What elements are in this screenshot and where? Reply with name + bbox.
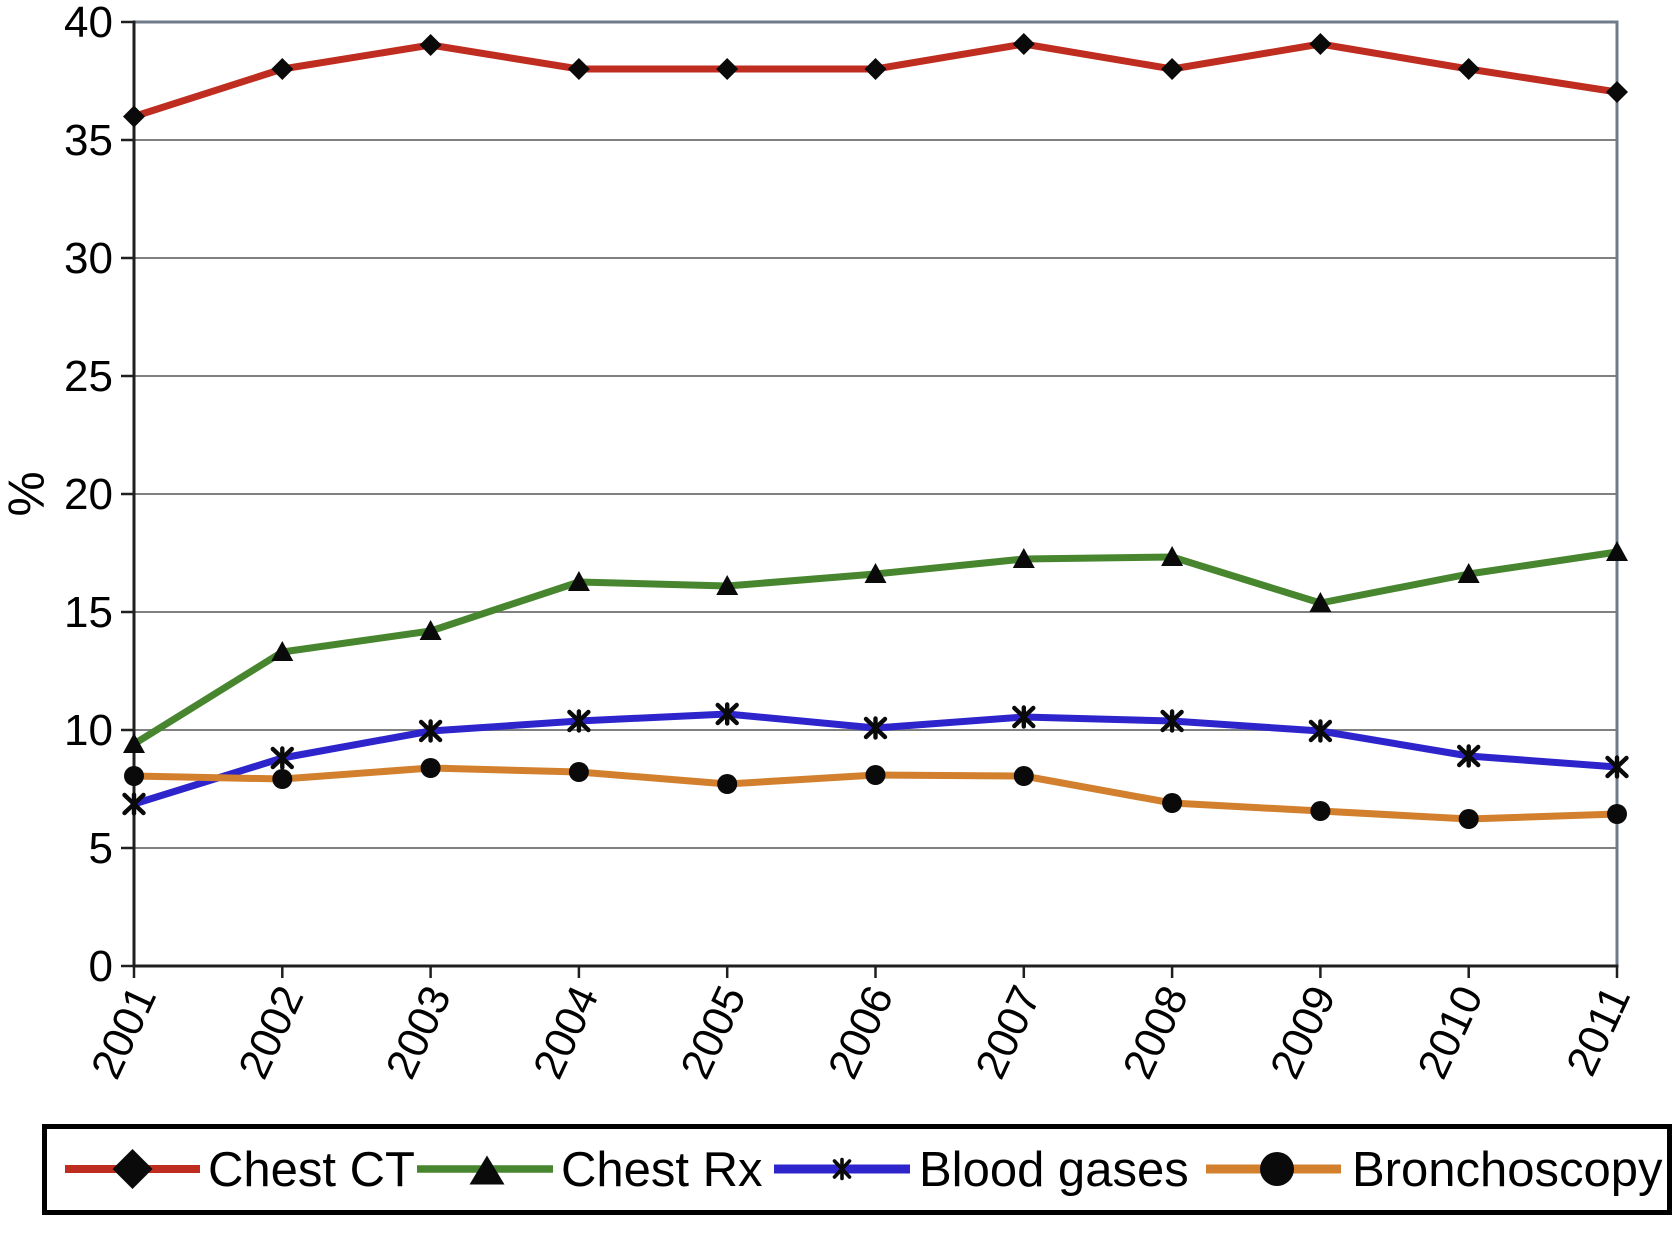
svg-text:30: 30: [64, 234, 113, 283]
svg-text:35: 35: [64, 116, 113, 165]
svg-text:%: %: [0, 471, 55, 516]
svg-text:20: 20: [64, 470, 113, 519]
svg-text:Chest CT: Chest CT: [208, 1143, 415, 1197]
svg-text:0: 0: [89, 942, 113, 991]
svg-text:5: 5: [89, 824, 113, 873]
svg-text:40: 40: [64, 0, 113, 47]
svg-text:Bronchoscopy: Bronchoscopy: [1352, 1143, 1663, 1197]
svg-text:10: 10: [64, 706, 113, 755]
svg-text:15: 15: [64, 588, 113, 637]
svg-text:Blood gases: Blood gases: [919, 1143, 1189, 1197]
svg-text:Chest Rx: Chest Rx: [561, 1143, 763, 1197]
svg-text:25: 25: [64, 352, 113, 401]
